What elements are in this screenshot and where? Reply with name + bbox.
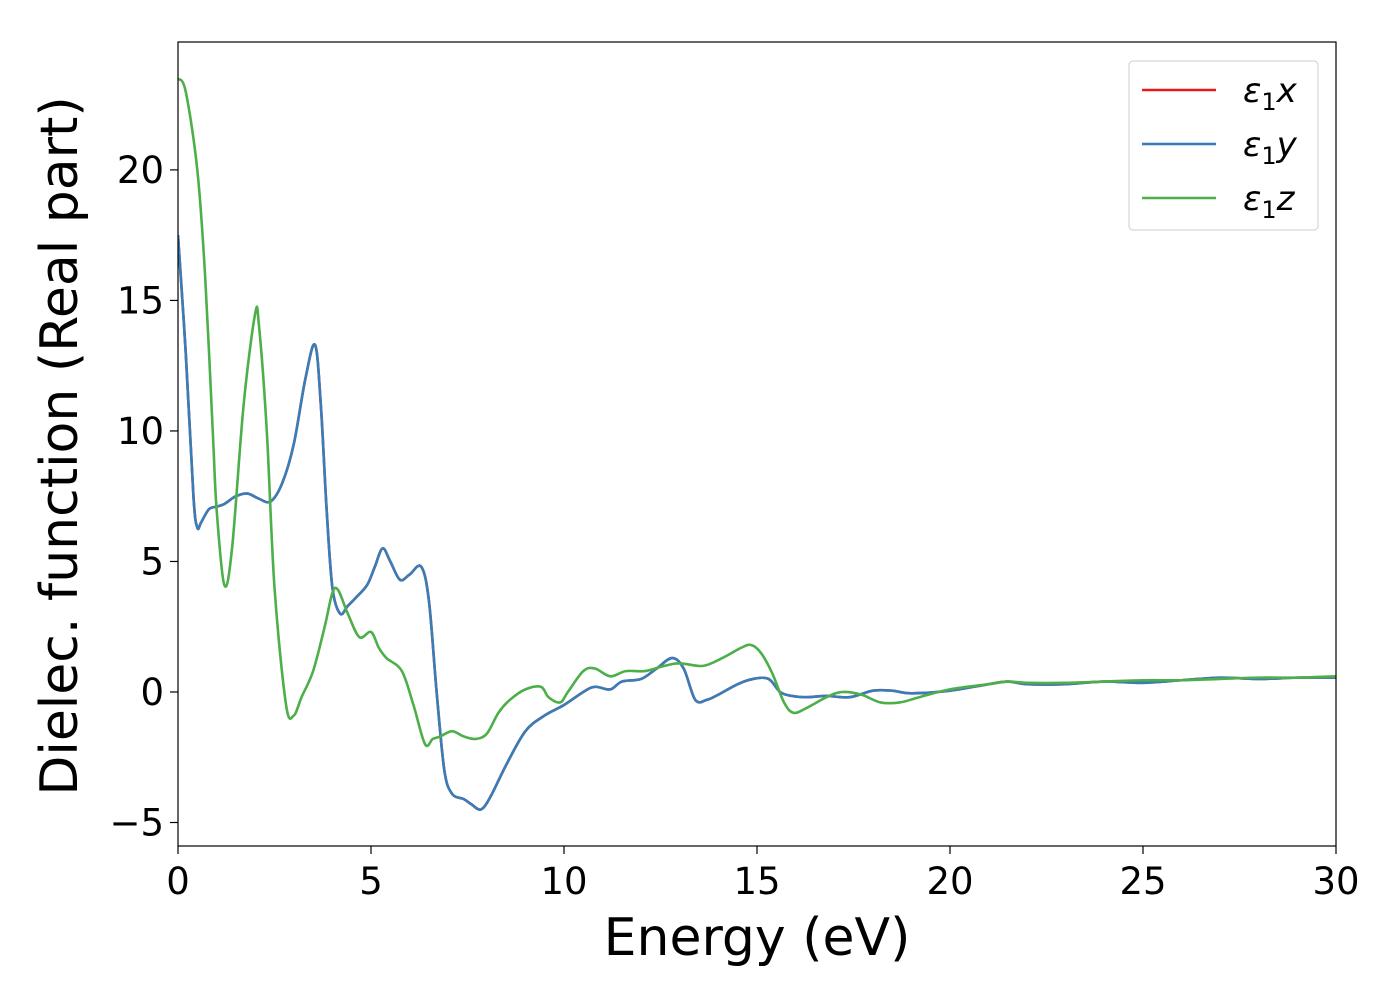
y-tick-label: 10 (117, 410, 164, 453)
x-tick-label: 20 (926, 860, 973, 903)
series-layer (178, 77, 1336, 811)
y-tick-label: −5 (109, 802, 164, 845)
y-tick-label: 0 (140, 671, 164, 714)
x-axis-label: Energy (eV) (604, 908, 911, 968)
x-tick-label: 5 (359, 860, 383, 903)
x-tick-label: 10 (540, 860, 587, 903)
legend-frame (1128, 60, 1319, 231)
y-tick-label: 20 (117, 149, 164, 192)
x-tick-label: 25 (1119, 860, 1166, 903)
y-tick-label: 5 (140, 540, 164, 583)
x-tick-label: 15 (733, 860, 780, 903)
y-axis: −5 0 5 10 15 20 (109, 149, 178, 845)
series-line-z (178, 77, 1336, 748)
series-line-y (178, 235, 1336, 811)
y-tick-label: 15 (117, 279, 164, 322)
plot-area (177, 41, 1337, 847)
legend-label-x: ε1x (1243, 71, 1298, 116)
y-axis-label: Dielec. function (Real part) (30, 96, 90, 795)
legend-label-y: ε1y (1243, 125, 1298, 170)
legend-label-z: ε1z (1243, 179, 1296, 224)
x-axis: 0 5 10 15 20 25 30 (166, 846, 1360, 903)
x-tick-label: 30 (1312, 860, 1359, 903)
legend: ε1x ε1y ε1z (1128, 60, 1319, 231)
x-tick-label: 0 (166, 860, 190, 903)
